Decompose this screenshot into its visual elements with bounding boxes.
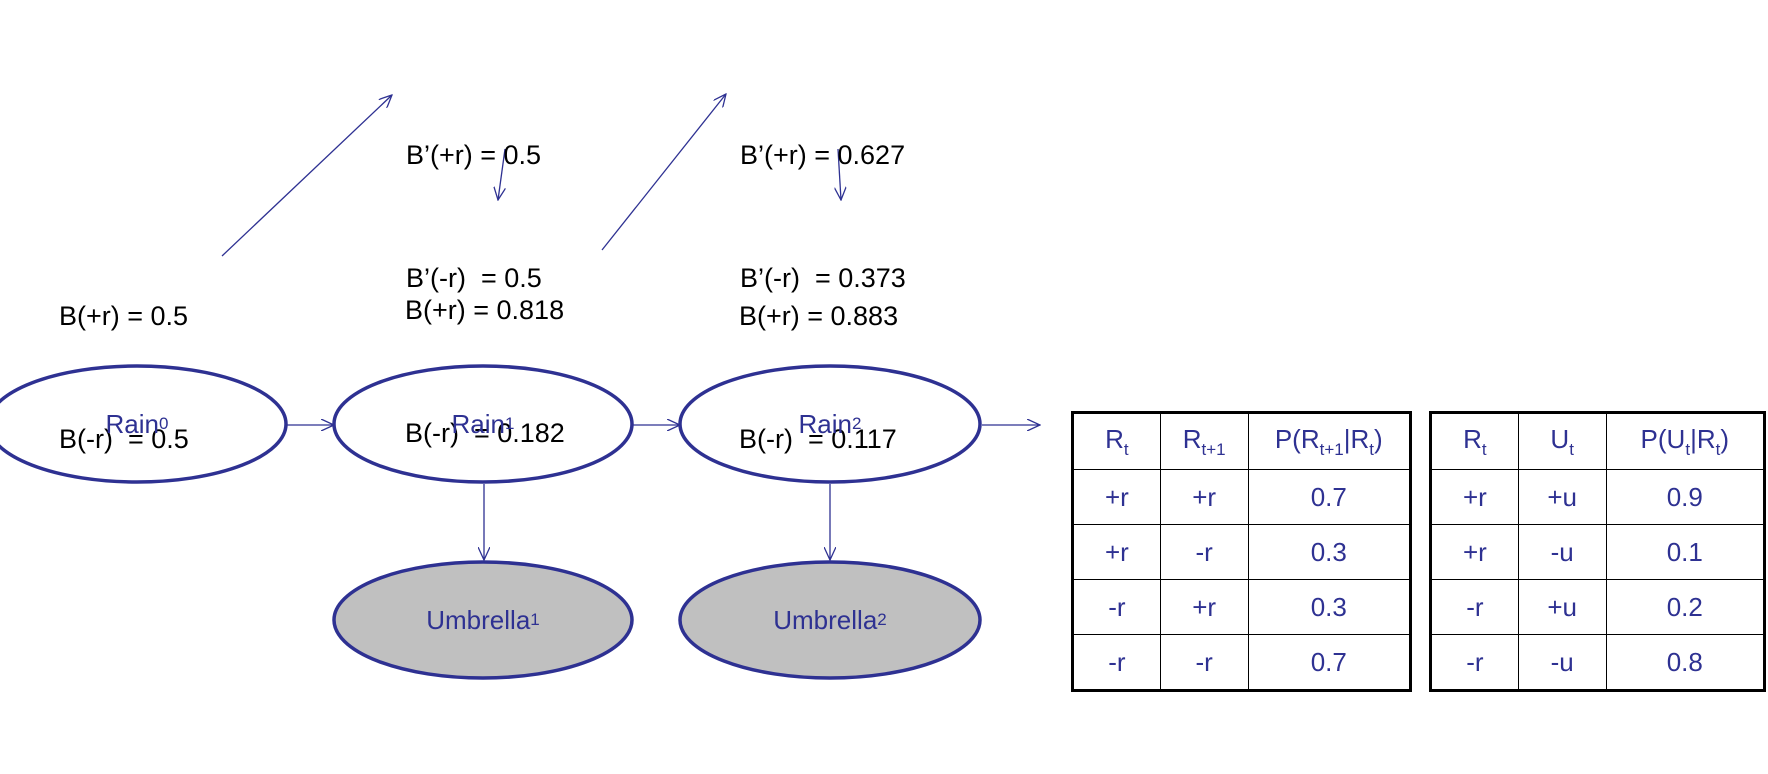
umbrella2-label-sub: 2 <box>877 610 887 629</box>
umbrella1-label-sub: 1 <box>530 610 540 629</box>
table-row: +r +r 0.7 <box>1072 469 1412 525</box>
transition-table: Rt Rt+1 P(Rt+1|Rt) +r +r 0.7 +r -r 0.3 -… <box>1071 411 1412 692</box>
table-cell: 0.9 <box>1605 469 1766 525</box>
rain1-node-shape <box>332 364 634 484</box>
table-cell: +r <box>1430 524 1519 580</box>
belief-b0-minus: B(-r) = 0.5 <box>59 424 189 454</box>
rain1-node: Rain 1 <box>334 396 632 452</box>
table-cell: +u <box>1517 579 1607 635</box>
belief-b1-plus: B(+r) = 0.818 <box>405 295 565 325</box>
table-cell: 0.7 <box>1247 469 1412 525</box>
rain0-label: Rain <box>105 408 159 439</box>
arrow-bp1-to-b1 <box>498 148 505 200</box>
header-rt1: Rt+1 <box>1159 412 1249 470</box>
rain0-node: Rain 0 <box>0 396 274 452</box>
table-cell: -u <box>1517 524 1607 580</box>
belief-b0: B(+r) = 0.5 B(-r) = 0.5 <box>59 214 189 501</box>
table-row: +r -r 0.3 <box>1072 524 1412 580</box>
table-cell: +r <box>1159 469 1249 525</box>
table-row: +r -u 0.1 <box>1430 524 1766 580</box>
belief-b2-plus: B(+r) = 0.883 <box>739 301 899 331</box>
arrow-b0-to-bp1 <box>221 95 392 257</box>
emission-table-header: Rt Ut P(Ut|Rt) <box>1430 412 1766 470</box>
table-cell: +r <box>1072 524 1161 580</box>
umbrella1-label: Umbrella <box>426 604 531 635</box>
belief-bp2-plus: B’(+r) = 0.627 <box>740 140 906 170</box>
umbrella2-node: Umbrella 2 <box>680 592 980 648</box>
umbrella1-node: Umbrella 1 <box>334 592 632 648</box>
table-cell: -r <box>1159 634 1249 691</box>
belief-bp1-minus: B’(-r) = 0.5 <box>406 263 542 293</box>
belief-b1-minus: B(-r) = 0.182 <box>405 418 565 448</box>
arrow-b1-to-bp2 <box>601 94 726 251</box>
belief-bp1: B’(+r) = 0.5 B’(-r) = 0.5 <box>406 53 542 340</box>
table-cell: -u <box>1517 634 1607 691</box>
rain2-node: Rain 2 <box>680 396 980 452</box>
table-cell: 0.2 <box>1605 579 1766 635</box>
header-p-transition: P(Rt+1|Rt) <box>1247 412 1412 470</box>
belief-bp2: B’(+r) = 0.627 B’(-r) = 0.373 <box>740 53 906 340</box>
belief-b0-plus: B(+r) = 0.5 <box>59 301 189 331</box>
table-cell: +r <box>1430 469 1519 525</box>
arrow-bp2-to-b2 <box>838 148 841 200</box>
table-row: -r -r 0.7 <box>1072 634 1412 691</box>
umbrella1-node-shape <box>332 560 634 680</box>
transition-table-header: Rt Rt+1 P(Rt+1|Rt) <box>1072 412 1412 470</box>
belief-b1: B(+r) = 0.818 B(-r) = 0.182 <box>405 208 565 495</box>
rain2-label-sub: 2 <box>852 414 862 433</box>
rain0-label-sub: 0 <box>159 414 169 433</box>
table-row: -r -u 0.8 <box>1430 634 1766 691</box>
rain1-label: Rain <box>451 408 505 439</box>
table-cell: 0.8 <box>1605 634 1766 691</box>
table-cell: -r <box>1072 579 1161 635</box>
table-cell: +r <box>1072 469 1161 525</box>
table-cell: -r <box>1430 579 1519 635</box>
table-cell: 0.1 <box>1605 524 1766 580</box>
umbrella2-node-shape <box>678 560 982 680</box>
header-ut: Ut <box>1517 412 1607 470</box>
table-cell: +r <box>1159 579 1249 635</box>
table-cell: 0.3 <box>1247 524 1412 580</box>
table-cell: +u <box>1517 469 1607 525</box>
header-p-emission: P(Ut|Rt) <box>1605 412 1766 470</box>
table-cell: 0.7 <box>1247 634 1412 691</box>
table-cell: 0.3 <box>1247 579 1412 635</box>
rain1-label-sub: 1 <box>505 414 515 433</box>
table-cell: -r <box>1430 634 1519 691</box>
belief-b2: B(+r) = 0.883 B(-r) = 0.117 <box>739 214 898 501</box>
umbrella2-label: Umbrella <box>773 604 878 635</box>
table-row: +r +u 0.9 <box>1430 469 1766 525</box>
rain0-node-shape <box>0 364 288 484</box>
belief-bp2-minus: B’(-r) = 0.373 <box>740 263 906 293</box>
header-rt: Rt <box>1430 412 1519 470</box>
table-cell: -r <box>1072 634 1161 691</box>
header-rt: Rt <box>1072 412 1161 470</box>
table-row: -r +u 0.2 <box>1430 579 1766 635</box>
belief-b2-minus: B(-r) = 0.117 <box>739 424 897 454</box>
belief-bp1-plus: B’(+r) = 0.5 <box>406 140 542 170</box>
rain2-node-shape <box>678 364 982 484</box>
table-cell: -r <box>1159 524 1249 580</box>
table-row: -r +r 0.3 <box>1072 579 1412 635</box>
emission-table: Rt Ut P(Ut|Rt) +r +u 0.9 +r -u 0.1 -r +u… <box>1429 411 1766 692</box>
rain2-label: Rain <box>798 408 852 439</box>
